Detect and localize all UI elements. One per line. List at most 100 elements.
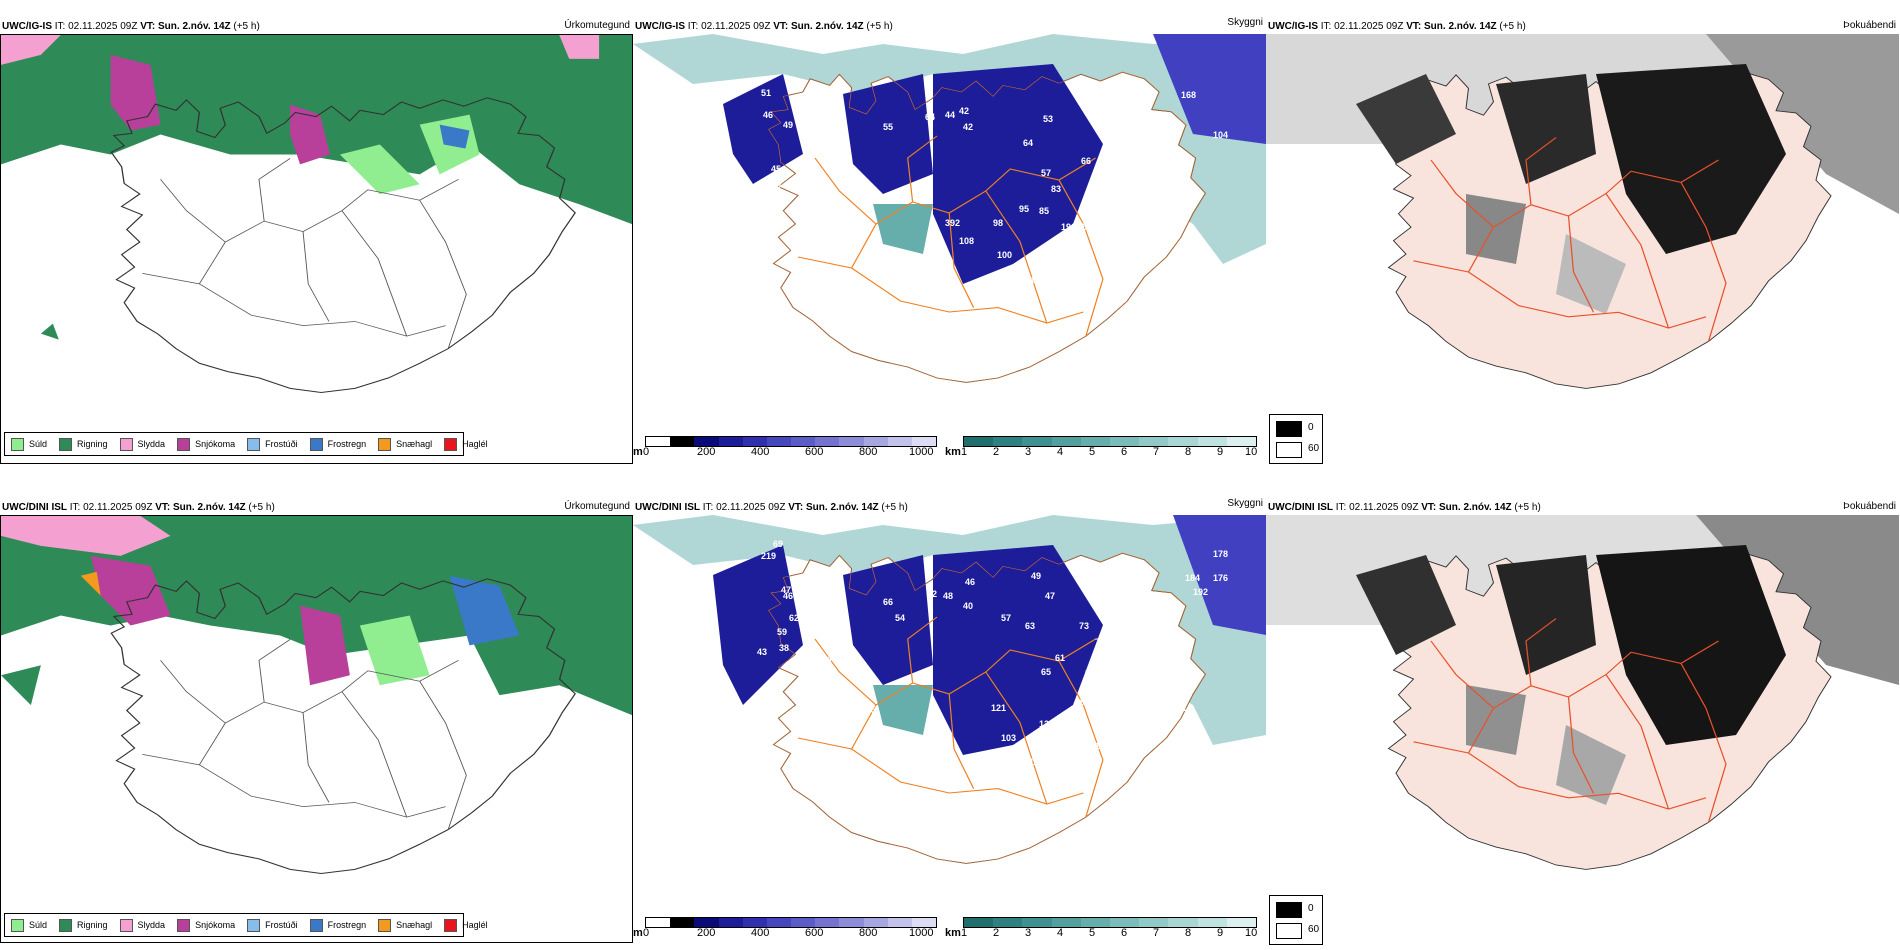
tick-label: 2 (993, 927, 1000, 939)
legend-item: Frostúði (247, 918, 298, 932)
cloud-value: 188 (735, 82, 750, 92)
precip-type-legend: Súld Rigning Slydda Snjókoma Frostúði Fr… (4, 913, 488, 937)
tick-label: 6 (1121, 927, 1128, 939)
tick-label: 6 (1121, 446, 1128, 458)
precip-panel-bottom: UWC/DINI ISL IT: 02.11.2025 09Z VT: Sun.… (0, 480, 633, 945)
cloud-value: 40 (963, 601, 973, 611)
tick-label: 5 (1089, 446, 1096, 458)
fog-swatch-black (1276, 421, 1302, 437)
cloud-value: 104 (1213, 130, 1228, 140)
cloud-value: 64 (1023, 138, 1033, 148)
legend-item: Haglél (444, 437, 488, 451)
legend-item: Frostregn (309, 437, 366, 451)
cloud-value: 68 (1133, 619, 1143, 629)
cloud-value: 178 (1213, 549, 1228, 559)
cloud-value: 101 (1095, 741, 1110, 751)
panel-header: UWC/IG-IS IT: 02.11.2025 09Z VT: Sun. 2.… (2, 21, 260, 32)
cloud-value: 219 (761, 551, 776, 561)
cloud-value: 55 (1119, 591, 1129, 601)
cloud-value: 59 (1073, 88, 1083, 98)
legend-swatch (309, 918, 323, 932)
cloud-value: 65 (1041, 667, 1051, 677)
cloud-value: 57 (1001, 613, 1011, 623)
cloud-value: 145 (1135, 188, 1150, 198)
tick-label: 600 (805, 927, 824, 939)
precip-map (0, 34, 633, 464)
cloud-value: 62 (927, 589, 937, 599)
cloud-value: 196 (1061, 222, 1076, 232)
legend-item: Rigning (59, 437, 108, 451)
tick-label: 3 (1025, 927, 1032, 939)
cloud-value: 38 (779, 643, 789, 653)
legend-swatch (378, 437, 392, 451)
cloud-value: 42 (959, 106, 969, 116)
cloud-value: 55 (1071, 563, 1081, 573)
cloud-value: 35 (771, 180, 781, 190)
tick-label: 200 (697, 446, 716, 458)
tick-label: 8 (1185, 927, 1192, 939)
tick-label: 4 (1057, 446, 1064, 458)
fog-legend: 0 60 (1269, 414, 1323, 464)
cloud-value: 64 (1163, 186, 1173, 196)
cloud-value: 103 (1001, 733, 1016, 743)
cloud-value: 45 (771, 164, 781, 174)
legend-swatch (11, 437, 24, 451)
cloud-value: 51 (761, 88, 771, 98)
colorbar-strip (645, 917, 937, 928)
precip-panel-top: UWC/IG-IS IT: 02.11.2025 09Z VT: Sun. 2.… (0, 0, 633, 465)
fog-label: 60 (1308, 443, 1320, 454)
cloud-value: 49 (783, 120, 793, 130)
colorbar-unit: km (945, 927, 961, 939)
cloud-value: 66 (1081, 156, 1091, 166)
colorbar-strip (645, 436, 937, 447)
fog-legend: 0 60 (1269, 895, 1323, 945)
cloud-value: 121 (991, 703, 1006, 713)
cloud-value: 116 (1127, 669, 1142, 679)
legend-swatch (119, 437, 133, 451)
tick-label: 5 (1089, 927, 1096, 939)
cloud-value: 62 (789, 613, 799, 623)
legend-swatch (309, 437, 323, 451)
cloud-value: 46 (965, 577, 975, 587)
fog-panel-top: UWC/IG-IS IT: 02.11.2025 09Z VT: Sun. 2.… (1266, 0, 1899, 465)
panel-title: Þokuábendi (1843, 20, 1896, 31)
legend-item: Haglél (444, 918, 488, 932)
legend-item: Snjókoma (177, 918, 235, 932)
cloud-value: 76 (1095, 637, 1105, 647)
cloud-value: 293 (1075, 697, 1090, 707)
fog-map (1266, 34, 1899, 434)
cloud-value: 122 (1059, 276, 1074, 286)
precip-map (0, 515, 633, 943)
panel-header: UWC/IG-IS IT: 02.11.2025 09Z VT: Sun. 2.… (1268, 21, 1526, 32)
fog-panel-bottom: UWC/DINI ISL IT: 02.11.2025 09Z VT: Sun.… (1266, 480, 1899, 945)
colorbar-strip (963, 917, 1257, 928)
cloud-value: 73 (1079, 621, 1089, 631)
cloud-value: 97 (1105, 729, 1115, 739)
panel-title: Skyggni (1227, 498, 1263, 509)
tick-label: 7 (1153, 446, 1160, 458)
cloud-value: 48 (1089, 573, 1099, 583)
cloud-value: 111 (1173, 703, 1187, 713)
legend-swatch (119, 918, 133, 932)
panel-header: UWC/DINI ISL IT: 02.11.2025 09Z VT: Sun.… (635, 502, 908, 513)
fog-label: 60 (1308, 924, 1320, 935)
panel-title: Úrkomutegund (564, 20, 630, 31)
colorbar-unit: km (945, 446, 961, 458)
cloud-value: 192 (1193, 587, 1208, 597)
legend-item: Súld (11, 918, 47, 932)
cloud-value: 46 (775, 210, 785, 220)
tick-label: 0 (643, 446, 650, 458)
cloud-value: 55 (883, 122, 893, 132)
legend-swatch (59, 437, 73, 451)
cloud-value: 47 (1045, 591, 1055, 601)
cloud-value: 53 (1043, 114, 1053, 124)
tick-label: 800 (859, 446, 878, 458)
cloud-value: 71 (1113, 561, 1123, 571)
tick-label: 2 (993, 446, 1000, 458)
tick-label: 4 (1057, 927, 1064, 939)
cloud-value: 118 (1029, 757, 1044, 767)
cloud-value: 46 (763, 110, 773, 120)
fog-swatch-white (1276, 442, 1302, 458)
colorbar-unit: m (633, 446, 643, 458)
cloud-value: 46 (783, 591, 793, 601)
